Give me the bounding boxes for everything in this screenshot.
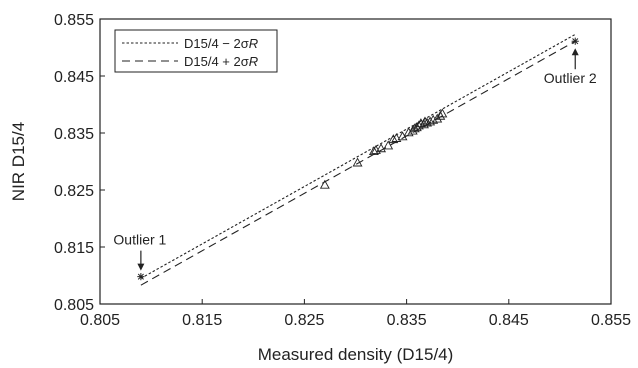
triangle-point	[319, 179, 330, 189]
arrow-head	[571, 48, 579, 56]
y-tick-label: 0.845	[54, 69, 94, 86]
triangle-point	[368, 146, 379, 156]
legend-label: D15/4 − 2σR	[184, 36, 258, 51]
x-tick-label: 0.835	[387, 312, 427, 329]
triangle-point	[437, 108, 448, 118]
triangle-point	[435, 110, 446, 120]
x-axis-label: Measured density (D15/4)	[258, 345, 454, 364]
legend: D15/4 − 2σR D15/4 + 2σR	[114, 29, 278, 73]
series-line-dotted	[140, 33, 576, 279]
x-tick-label: 0.845	[489, 312, 529, 329]
triangle-point	[370, 144, 381, 154]
y-tick-label: 0.855	[54, 12, 94, 29]
arrow-head	[137, 263, 145, 271]
x-tick-label: 0.815	[182, 312, 222, 329]
y-tick-label: 0.835	[54, 126, 94, 143]
asterisk-point	[571, 37, 579, 45]
triangle-point	[420, 116, 430, 126]
x-tick-label: 0.805	[80, 312, 120, 329]
triangle-point	[352, 157, 363, 167]
annotation-outlier-2: Outlier 2	[544, 70, 597, 86]
triangle-point	[383, 140, 394, 150]
triangle-point	[391, 133, 402, 142]
triangle-point	[432, 113, 443, 123]
x-tick-label: 0.855	[591, 312, 631, 329]
annotation-outlier-1: Outlier 1	[113, 232, 166, 248]
triangle-point	[388, 134, 399, 144]
triangle-point	[428, 114, 439, 124]
triangle-point	[425, 116, 436, 126]
y-tick-label: 0.825	[54, 183, 94, 200]
legend-box	[114, 29, 278, 73]
plot-frame	[99, 18, 612, 305]
triangle-point	[409, 123, 420, 133]
y-tick-label: 0.815	[54, 240, 94, 257]
legend-label: D15/4 + 2σR	[184, 54, 258, 69]
triangle-point	[376, 143, 387, 153]
y-tick-label: 0.805	[54, 297, 94, 314]
asterisk-point	[137, 273, 145, 281]
y-axis-label: NIR D15/4	[9, 122, 28, 201]
series-line-dashed	[140, 40, 576, 286]
x-tick-label: 0.825	[284, 312, 324, 329]
